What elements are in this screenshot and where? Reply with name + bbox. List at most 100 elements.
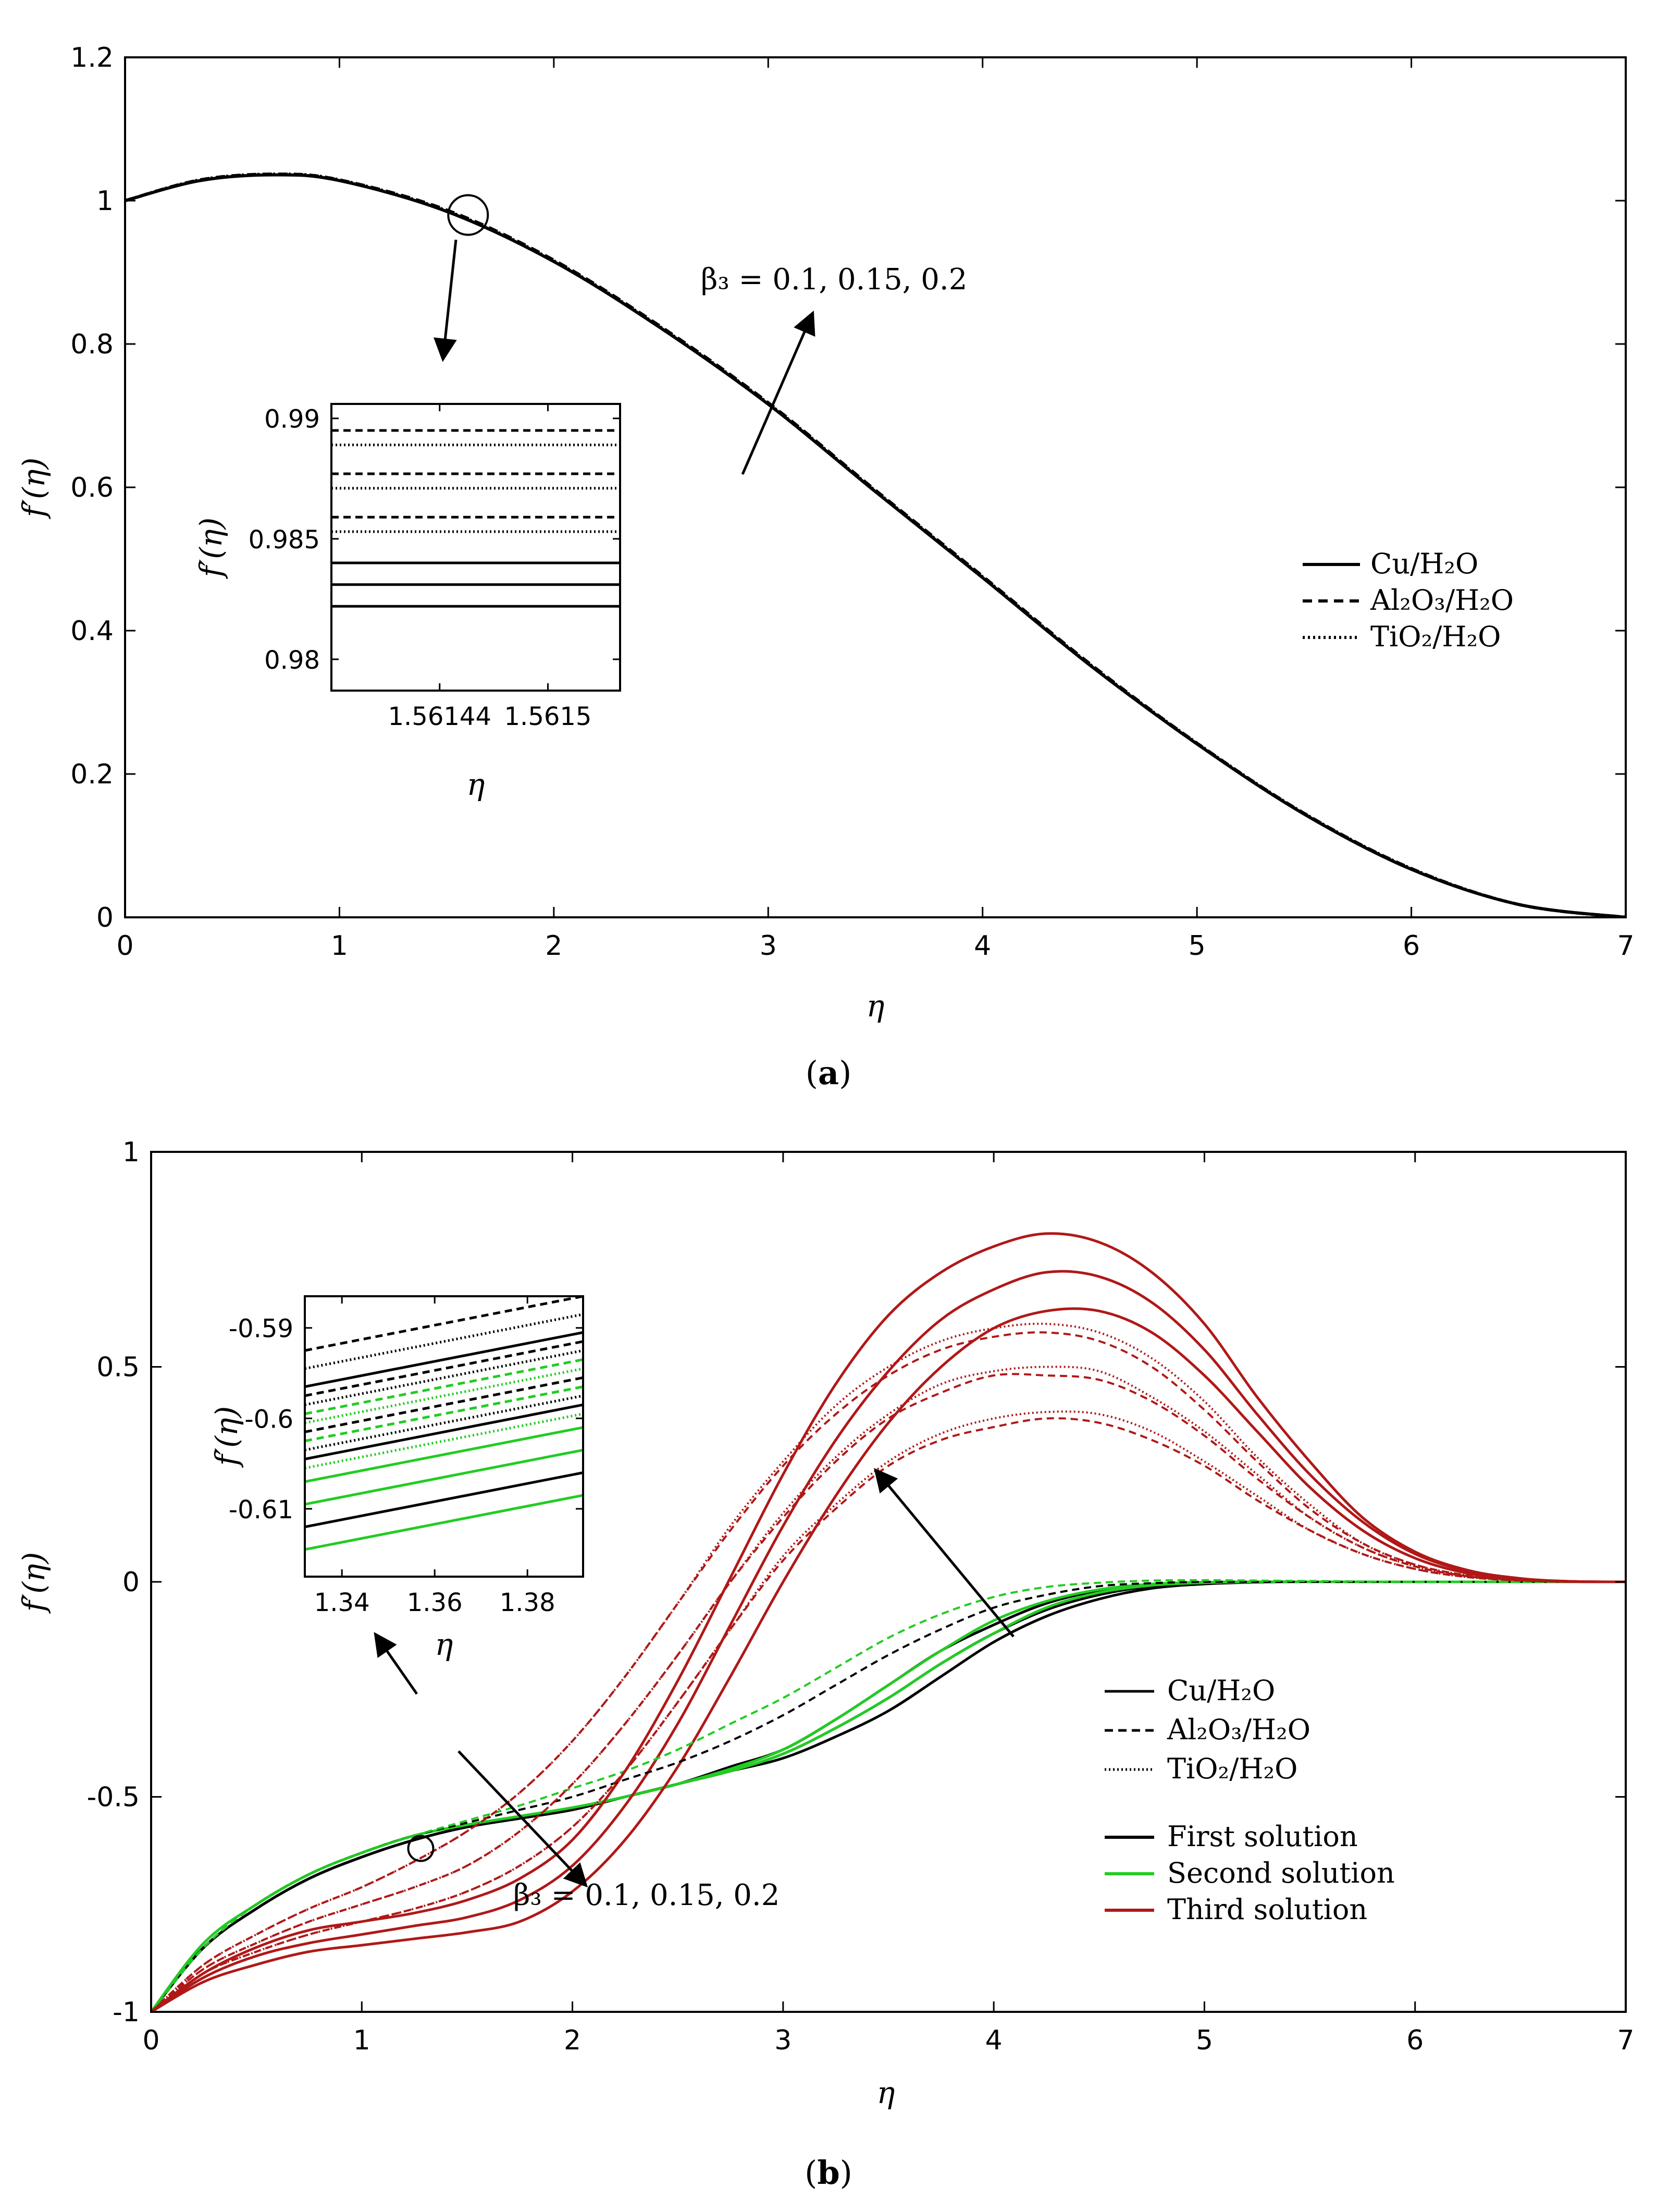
legend-b-label-cu: Cu/H₂O xyxy=(1167,1674,1275,1707)
panel-b-xtick-label: 4 xyxy=(985,2025,1003,2056)
legend-b-label-ti: TiO₂/H₂O xyxy=(1167,1752,1297,1785)
panel-b-ytick-label: -1 xyxy=(113,1997,140,2028)
panel-a-inset-ylabel: f′(η) xyxy=(193,518,229,580)
panel-a-inset-ytick-label: 0.99 xyxy=(264,405,320,434)
panel-a-zoom-arrow xyxy=(434,239,457,362)
panel-b-inset-line xyxy=(305,1448,583,1506)
panel-a-inset-ticks: 1.56144 1.5615 0.98 0.985 0.99 xyxy=(249,404,620,731)
panel-b-series-line xyxy=(151,1580,1626,2012)
panel-b-inset-ytick-label: -0.6 xyxy=(244,1405,293,1434)
panel-a-annotation: β₃ = 0.1, 0.15, 0.2 xyxy=(701,263,967,297)
panel-a-ylabel: f′(η) xyxy=(16,458,52,520)
panel-b-inset-ytick-label: -0.61 xyxy=(229,1495,293,1525)
panel-a-inset-ytick-label: 0.985 xyxy=(249,525,320,555)
panel-b-ylabel: f′(η) xyxy=(16,1552,52,1614)
panel-a-inset-xlabel: η xyxy=(467,767,485,802)
panel-a-xtick-label: 0 xyxy=(116,930,133,962)
panel-a-inset: 1.56144 1.5615 0.98 0.985 0.99 η f′(η) xyxy=(193,403,621,802)
panel-a-xtick-label: 4 xyxy=(974,930,991,962)
panel-b-series-line xyxy=(151,1232,1626,2012)
panel-b-inset-ticks: 1.34 1.36 1.38 -0.61 -0.6 -0.59 xyxy=(229,1296,583,1617)
panel-b-inset-line xyxy=(305,1313,583,1370)
legend-a-label-al: Al₂O₃/H₂O xyxy=(1370,584,1514,617)
panel-a-zoom-circle xyxy=(447,194,489,236)
panel-b-xtick-label: 5 xyxy=(1196,2025,1213,2056)
panel-a-xtick-label: 3 xyxy=(760,930,777,962)
panel-b-inset-ylabel: f′(η) xyxy=(209,1406,244,1468)
panel-a-ytick-label: 1.2 xyxy=(70,42,114,73)
panel-b-xlabel: η xyxy=(877,2075,895,2110)
panel-b-inset: 1.34 1.36 1.38 -0.61 -0.6 -0.59 η f′(η) xyxy=(209,1295,584,1662)
panel-a-ticks: 0 1 2 3 4 5 6 7 0 0.2 0.4 0.6 0.8 1 1.2 xyxy=(70,42,1634,962)
panel-a-beta-arrow xyxy=(741,310,815,475)
panel-a-lines xyxy=(125,173,1626,917)
panel-b-series-line xyxy=(151,1580,1626,2012)
panel-b-annotation: β₃ = 0.1, 0.15, 0.2 xyxy=(513,1878,780,1912)
panel-b-xtick-label: 3 xyxy=(774,2025,792,2056)
legend-b-label-third: Third solution xyxy=(1167,1893,1367,1926)
panel-b-ytick-label: 1 xyxy=(122,1137,140,1168)
panel-b-series-line xyxy=(151,1307,1626,2012)
panel-b-inset-line xyxy=(305,1403,583,1460)
panel-b-legend-fluids: Cu/H₂O Al₂O₃/H₂O TiO₂/H₂O xyxy=(1105,1674,1310,1785)
panel-b-inset-ytick-label: -0.59 xyxy=(229,1314,293,1344)
panel-b-inset-xtick-label: 1.38 xyxy=(500,1588,555,1617)
panel-a-ytick-label: 0.4 xyxy=(70,616,114,647)
panel-b-zoom-circle xyxy=(407,1835,435,1862)
panel-a-xtick-label: 2 xyxy=(545,930,562,962)
panel-b-legend-solutions: First solution Second solution Third sol… xyxy=(1105,1820,1395,1926)
legend-a-label-cu: Cu/H₂O xyxy=(1370,547,1478,580)
panel-b-series-line xyxy=(151,1580,1626,2012)
panel-b-xtick-label: 6 xyxy=(1406,2025,1424,2056)
panel-b-inset-line xyxy=(305,1394,583,1452)
panel-a-xtick-label: 7 xyxy=(1617,930,1634,962)
panel-a-ytick-label: 1 xyxy=(96,186,114,217)
legend-b-label-al: Al₂O₃/H₂O xyxy=(1167,1713,1310,1746)
panel-b-lines xyxy=(151,1232,1626,2012)
panel-b-series-line xyxy=(151,1580,1626,2012)
panel-a-xtick-label: 1 xyxy=(331,930,348,962)
panel-a-ytick-label: 0.6 xyxy=(70,472,114,503)
legend-b-label-first: First solution xyxy=(1167,1820,1358,1853)
panel-a-inset-xtick-label: 1.5615 xyxy=(504,702,592,731)
panel-b-series-line xyxy=(151,1579,1626,2012)
legend-a-label-ti: TiO₂/H₂O xyxy=(1370,620,1501,653)
panel-b-xtick-label: 0 xyxy=(142,2025,159,2056)
panel-a-inset-xtick-label: 1.56144 xyxy=(388,702,492,731)
panel-b-caption: (b) xyxy=(805,2154,852,2192)
panel-b-zoom-arrow xyxy=(374,1632,418,1695)
panel-a-series-line xyxy=(125,173,1626,917)
panel-b-series-line xyxy=(151,1366,1626,2012)
panel-b-series-line xyxy=(151,1270,1626,2012)
panel-b-series-line xyxy=(151,1410,1626,2012)
panel-a-legend: Cu/H₂O Al₂O₃/H₂O TiO₂/H₂O xyxy=(1303,547,1514,653)
panel-b-inset-frame xyxy=(304,1295,584,1578)
panel-b-inset-line xyxy=(305,1494,583,1551)
panel-a-inset-frame xyxy=(330,403,621,692)
panel-a-xtick-label: 6 xyxy=(1403,930,1420,962)
panel-b-xtick-label: 7 xyxy=(1617,2025,1634,2056)
panel-a-ytick-label: 0 xyxy=(96,902,114,933)
panel-b-inset-xtick-label: 1.34 xyxy=(314,1588,370,1617)
panel-b-series-line xyxy=(151,1373,1626,2012)
panel-a-inset-lines xyxy=(331,429,620,608)
panel-a-ytick-label: 0.8 xyxy=(70,329,114,360)
panel-b-series-line xyxy=(151,1417,1626,2012)
panel-b-series-line xyxy=(151,1580,1626,2012)
panel-b-series-line xyxy=(151,1580,1626,2012)
panel-b-ytick-label: 0.5 xyxy=(96,1352,140,1383)
legend-b-label-second: Second solution xyxy=(1167,1857,1395,1889)
panel-b-series-line xyxy=(151,1322,1626,2012)
panel-b-xtick-label: 1 xyxy=(353,2025,370,2056)
panel-b-inset-line xyxy=(305,1471,583,1529)
panel-a-ytick-label: 0.2 xyxy=(70,759,114,790)
panel-b-ticks: 0 1 2 3 4 5 6 7 -1 -0.5 0 0.5 1 xyxy=(87,1137,1635,2056)
panel-b-inset-line xyxy=(305,1331,583,1388)
panel-b-inset-xtick-label: 1.36 xyxy=(407,1588,463,1617)
panel-b: 0 1 2 3 4 5 6 7 -1 -0.5 0 0.5 1 η f′(η) β₃ = 0.1, 0.… xyxy=(16,1137,1635,2192)
panel-b-inset-line xyxy=(305,1426,583,1483)
panel-b-inset-line xyxy=(305,1412,583,1470)
panel-b-beta-arrow-up xyxy=(874,1468,1015,1638)
panel-a-inset-ytick-label: 0.98 xyxy=(264,646,320,675)
